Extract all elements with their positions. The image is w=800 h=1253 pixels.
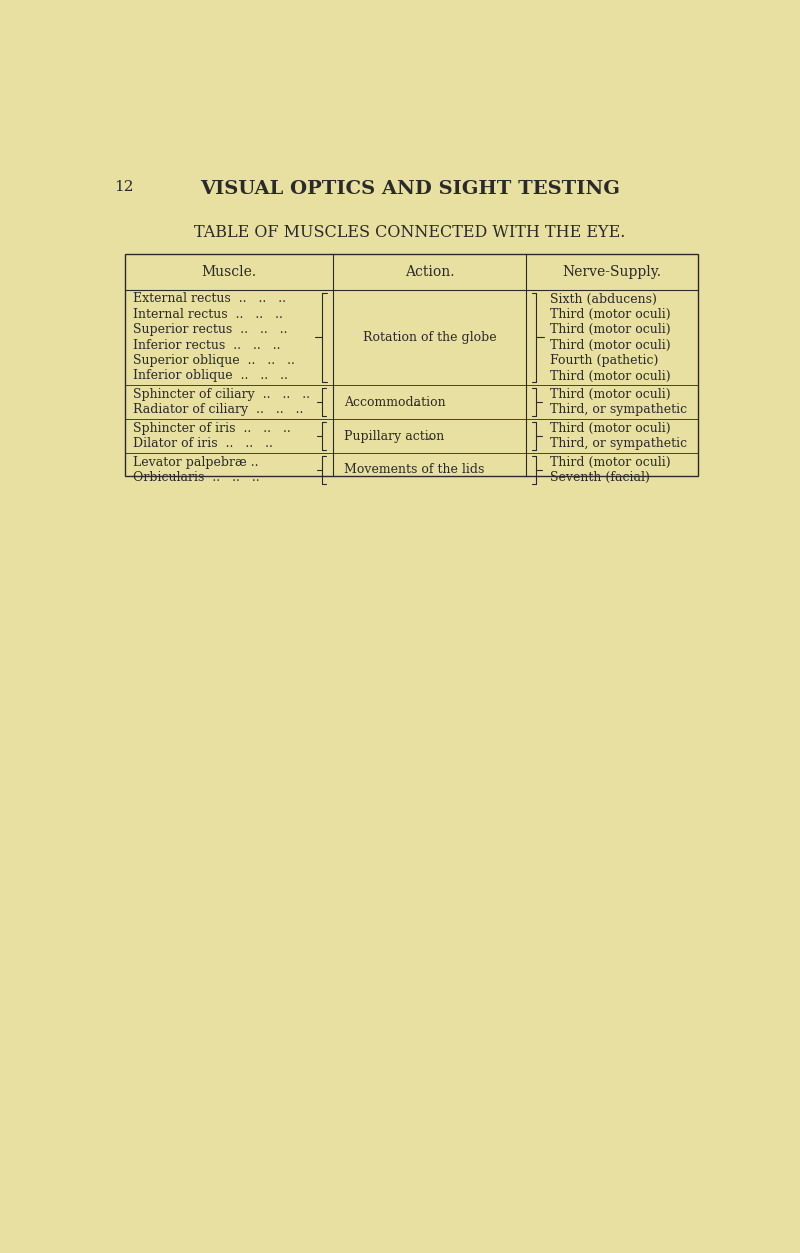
Text: TABLE OF MUSCLES CONNECTED WITH THE EYE.: TABLE OF MUSCLES CONNECTED WITH THE EYE. — [194, 223, 626, 241]
Text: Third (motor oculi): Third (motor oculi) — [550, 370, 670, 382]
Text: VISUAL OPTICS AND SIGHT TESTING: VISUAL OPTICS AND SIGHT TESTING — [200, 179, 620, 198]
Text: Third (motor oculi): Third (motor oculi) — [550, 456, 670, 469]
Text: Sixth (abducens): Sixth (abducens) — [550, 292, 656, 306]
Text: Third (motor oculi): Third (motor oculi) — [550, 323, 670, 336]
Text: Muscle.: Muscle. — [201, 266, 256, 279]
Text: Radiator of ciliary  ..   ..   ..: Radiator of ciliary .. .. .. — [133, 403, 303, 416]
Text: External rectus  ..   ..   ..: External rectus .. .. .. — [133, 292, 286, 306]
Bar — [125, 254, 698, 476]
Text: Movements of the lids: Movements of the lids — [344, 464, 485, 476]
Text: Rotation of the globe: Rotation of the globe — [362, 331, 496, 345]
Text: Superior rectus  ..   ..   ..: Superior rectus .. .. .. — [133, 323, 287, 336]
Text: Seventh (facial): Seventh (facial) — [550, 471, 650, 484]
Text: Nerve-Supply.: Nerve-Supply. — [562, 266, 662, 279]
Text: ..: .. — [427, 430, 435, 442]
Text: 12: 12 — [114, 179, 134, 194]
Text: Inferior rectus  ..   ..   ..: Inferior rectus .. .. .. — [133, 338, 280, 352]
Text: Accommodation: Accommodation — [344, 396, 446, 408]
Text: Superior oblique  ..   ..   ..: Superior oblique .. .. .. — [133, 355, 294, 367]
Text: Third (motor oculi): Third (motor oculi) — [550, 422, 670, 435]
Text: Dilator of iris  ..   ..   ..: Dilator of iris .. .. .. — [133, 437, 273, 450]
Text: Third (motor oculi): Third (motor oculi) — [550, 338, 670, 352]
Text: Action.: Action. — [405, 266, 454, 279]
Text: Sphincter of iris  ..   ..   ..: Sphincter of iris .. .. .. — [133, 422, 290, 435]
Text: Pupillary action: Pupillary action — [344, 430, 444, 442]
Text: Third, or sympathetic: Third, or sympathetic — [550, 403, 686, 416]
Text: Third (motor oculi): Third (motor oculi) — [550, 308, 670, 321]
Text: Orbicularis  ..   ..   ..: Orbicularis .. .. .. — [133, 471, 259, 484]
Text: Third (motor oculi): Third (motor oculi) — [550, 388, 670, 401]
Text: Third, or sympathetic: Third, or sympathetic — [550, 437, 686, 450]
Text: Sphincter of ciliary  ..   ..   ..: Sphincter of ciliary .. .. .. — [133, 388, 310, 401]
Text: Internal rectus  ..   ..   ..: Internal rectus .. .. .. — [133, 308, 282, 321]
Text: ..: .. — [413, 396, 421, 408]
Text: Inferior oblique  ..   ..   ..: Inferior oblique .. .. .. — [133, 370, 287, 382]
Text: Fourth (pathetic): Fourth (pathetic) — [550, 355, 658, 367]
Text: Levator palpebræ ..: Levator palpebræ .. — [133, 456, 258, 469]
